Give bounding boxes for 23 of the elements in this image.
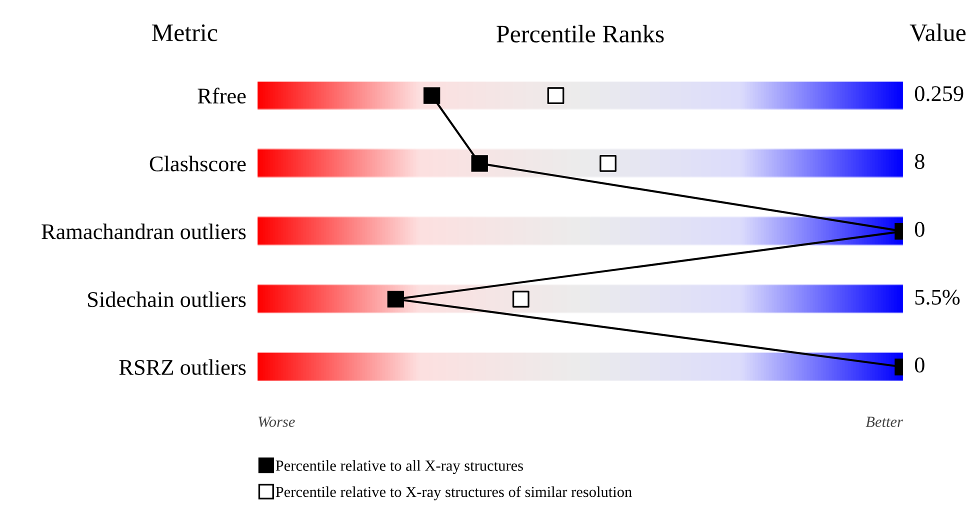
text: 0 [914, 222, 924, 237]
point [512, 290, 530, 308]
chart-title: Percentile Ranks [496, 24, 664, 42]
point [387, 290, 404, 308]
text: Better [866, 416, 904, 427]
legend-label: Percentile relative to all X-ray structures [276, 460, 523, 474]
text: 0.259 [914, 86, 964, 102]
legend-label: Percentile relative to X-ray structures of similar resolution [276, 486, 632, 500]
point [547, 87, 564, 104]
text: 0 [914, 358, 924, 373]
y-axis-title: Metric [152, 24, 218, 42]
y2-axis-title: Value [910, 24, 966, 42]
y-tick-label: Ramachandran outliers [42, 224, 246, 240]
y-tick-label: Rfree [198, 88, 246, 104]
text: 8 [914, 154, 924, 170]
y-tick-label: Clashscore [150, 156, 246, 172]
y-tick-label: RSRZ outliers [119, 359, 246, 375]
y-tick-label: Sidechain outliers [88, 291, 246, 308]
text: Worse [258, 416, 295, 428]
point [471, 155, 488, 172]
point [424, 87, 440, 104]
text: 5.5% [915, 290, 960, 305]
point [600, 155, 616, 172]
